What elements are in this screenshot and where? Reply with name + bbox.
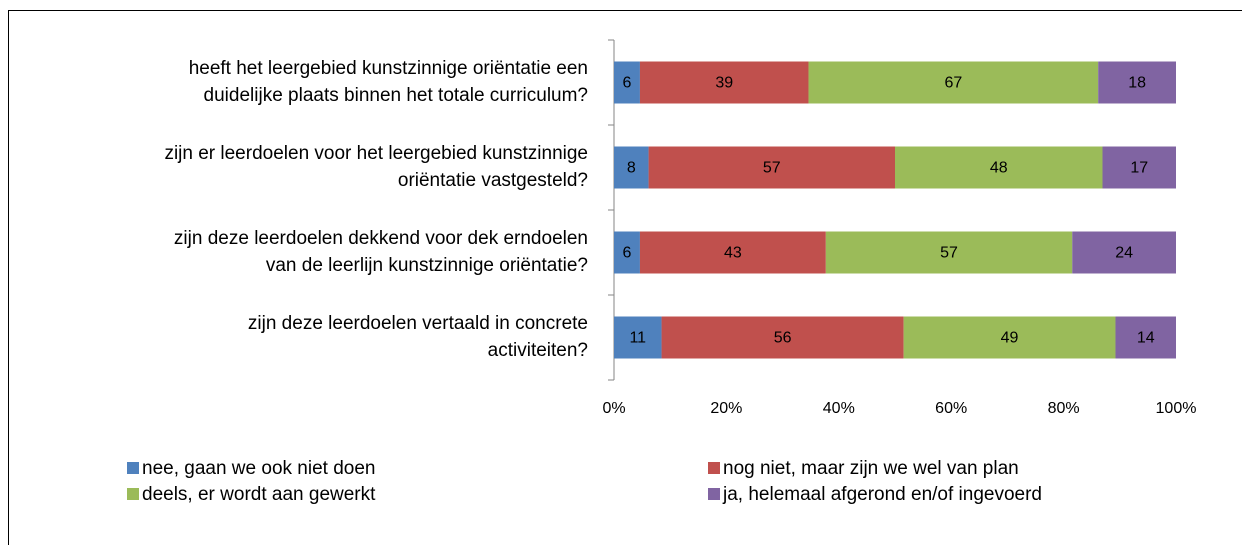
value-label: 6 [623, 75, 632, 92]
legend-label: ja, helemaal afgerond en/of ingevoerd [722, 484, 1042, 505]
bar-segment [614, 231, 640, 274]
value-label: 18 [1128, 75, 1146, 92]
category-label: zijn er leerdoelen voor het leergebied k… [164, 143, 588, 164]
x-tick-label: 100% [1156, 400, 1197, 417]
legend-swatch [127, 488, 139, 500]
bar-segment [614, 146, 649, 189]
category-label: van de leerlijn kunstzinnige oriëntatie? [266, 255, 588, 276]
bar-segment [825, 231, 1073, 274]
value-label: 57 [940, 245, 958, 262]
category-label: activiteiten? [488, 340, 588, 361]
x-tick-label: 20% [710, 400, 742, 417]
value-label: 14 [1137, 330, 1155, 347]
legend-label: deels, er wordt aan gewerkt [142, 484, 376, 505]
bar-segment [895, 146, 1103, 189]
value-label: 67 [944, 75, 962, 92]
value-label: 43 [724, 245, 742, 262]
value-label: 56 [774, 330, 792, 347]
x-tick-label: 40% [823, 400, 855, 417]
x-tick-label: 0% [602, 400, 625, 417]
value-label: 8 [627, 160, 636, 177]
value-label: 49 [1001, 330, 1019, 347]
bar-segment [614, 316, 662, 359]
value-label: 11 [629, 330, 646, 347]
bar-segment [1098, 61, 1176, 104]
bar-segment [661, 316, 904, 359]
bar-segment [614, 61, 640, 104]
bar-segment [808, 61, 1099, 104]
bar-segment [648, 146, 895, 189]
x-tick-label: 60% [935, 400, 967, 417]
x-tick-label: 80% [1048, 400, 1080, 417]
value-label: 17 [1130, 160, 1148, 177]
value-label: 24 [1115, 245, 1133, 262]
category-label: duidelijke plaats binnen het totale curr… [204, 85, 588, 106]
value-label: 48 [990, 160, 1008, 177]
legend-label: nog niet, maar zijn we wel van plan [723, 458, 1019, 479]
value-label: 6 [623, 245, 632, 262]
bar-segment [639, 61, 809, 104]
value-label: 57 [763, 160, 781, 177]
value-label: 39 [715, 75, 733, 92]
category-label: oriëntatie vastgesteld? [398, 170, 588, 191]
bar-segment [639, 231, 826, 274]
bar-segment [1072, 231, 1176, 274]
legend-swatch [127, 462, 139, 474]
legend-swatch [708, 488, 720, 500]
bar-segment [1102, 146, 1176, 189]
category-label: zijn deze leerdoelen dekkend voor dek er… [174, 228, 588, 249]
legend-swatch [708, 462, 720, 474]
category-label: heeft het leergebied kunstzinnige oriënt… [189, 58, 588, 79]
legend-label: nee, gaan we ook niet doen [142, 458, 375, 479]
category-label: zijn deze leerdoelen vertaald in concret… [248, 313, 588, 334]
bar-segment [1115, 316, 1176, 359]
bar-segment [903, 316, 1116, 359]
chart-frame [8, 10, 1242, 545]
